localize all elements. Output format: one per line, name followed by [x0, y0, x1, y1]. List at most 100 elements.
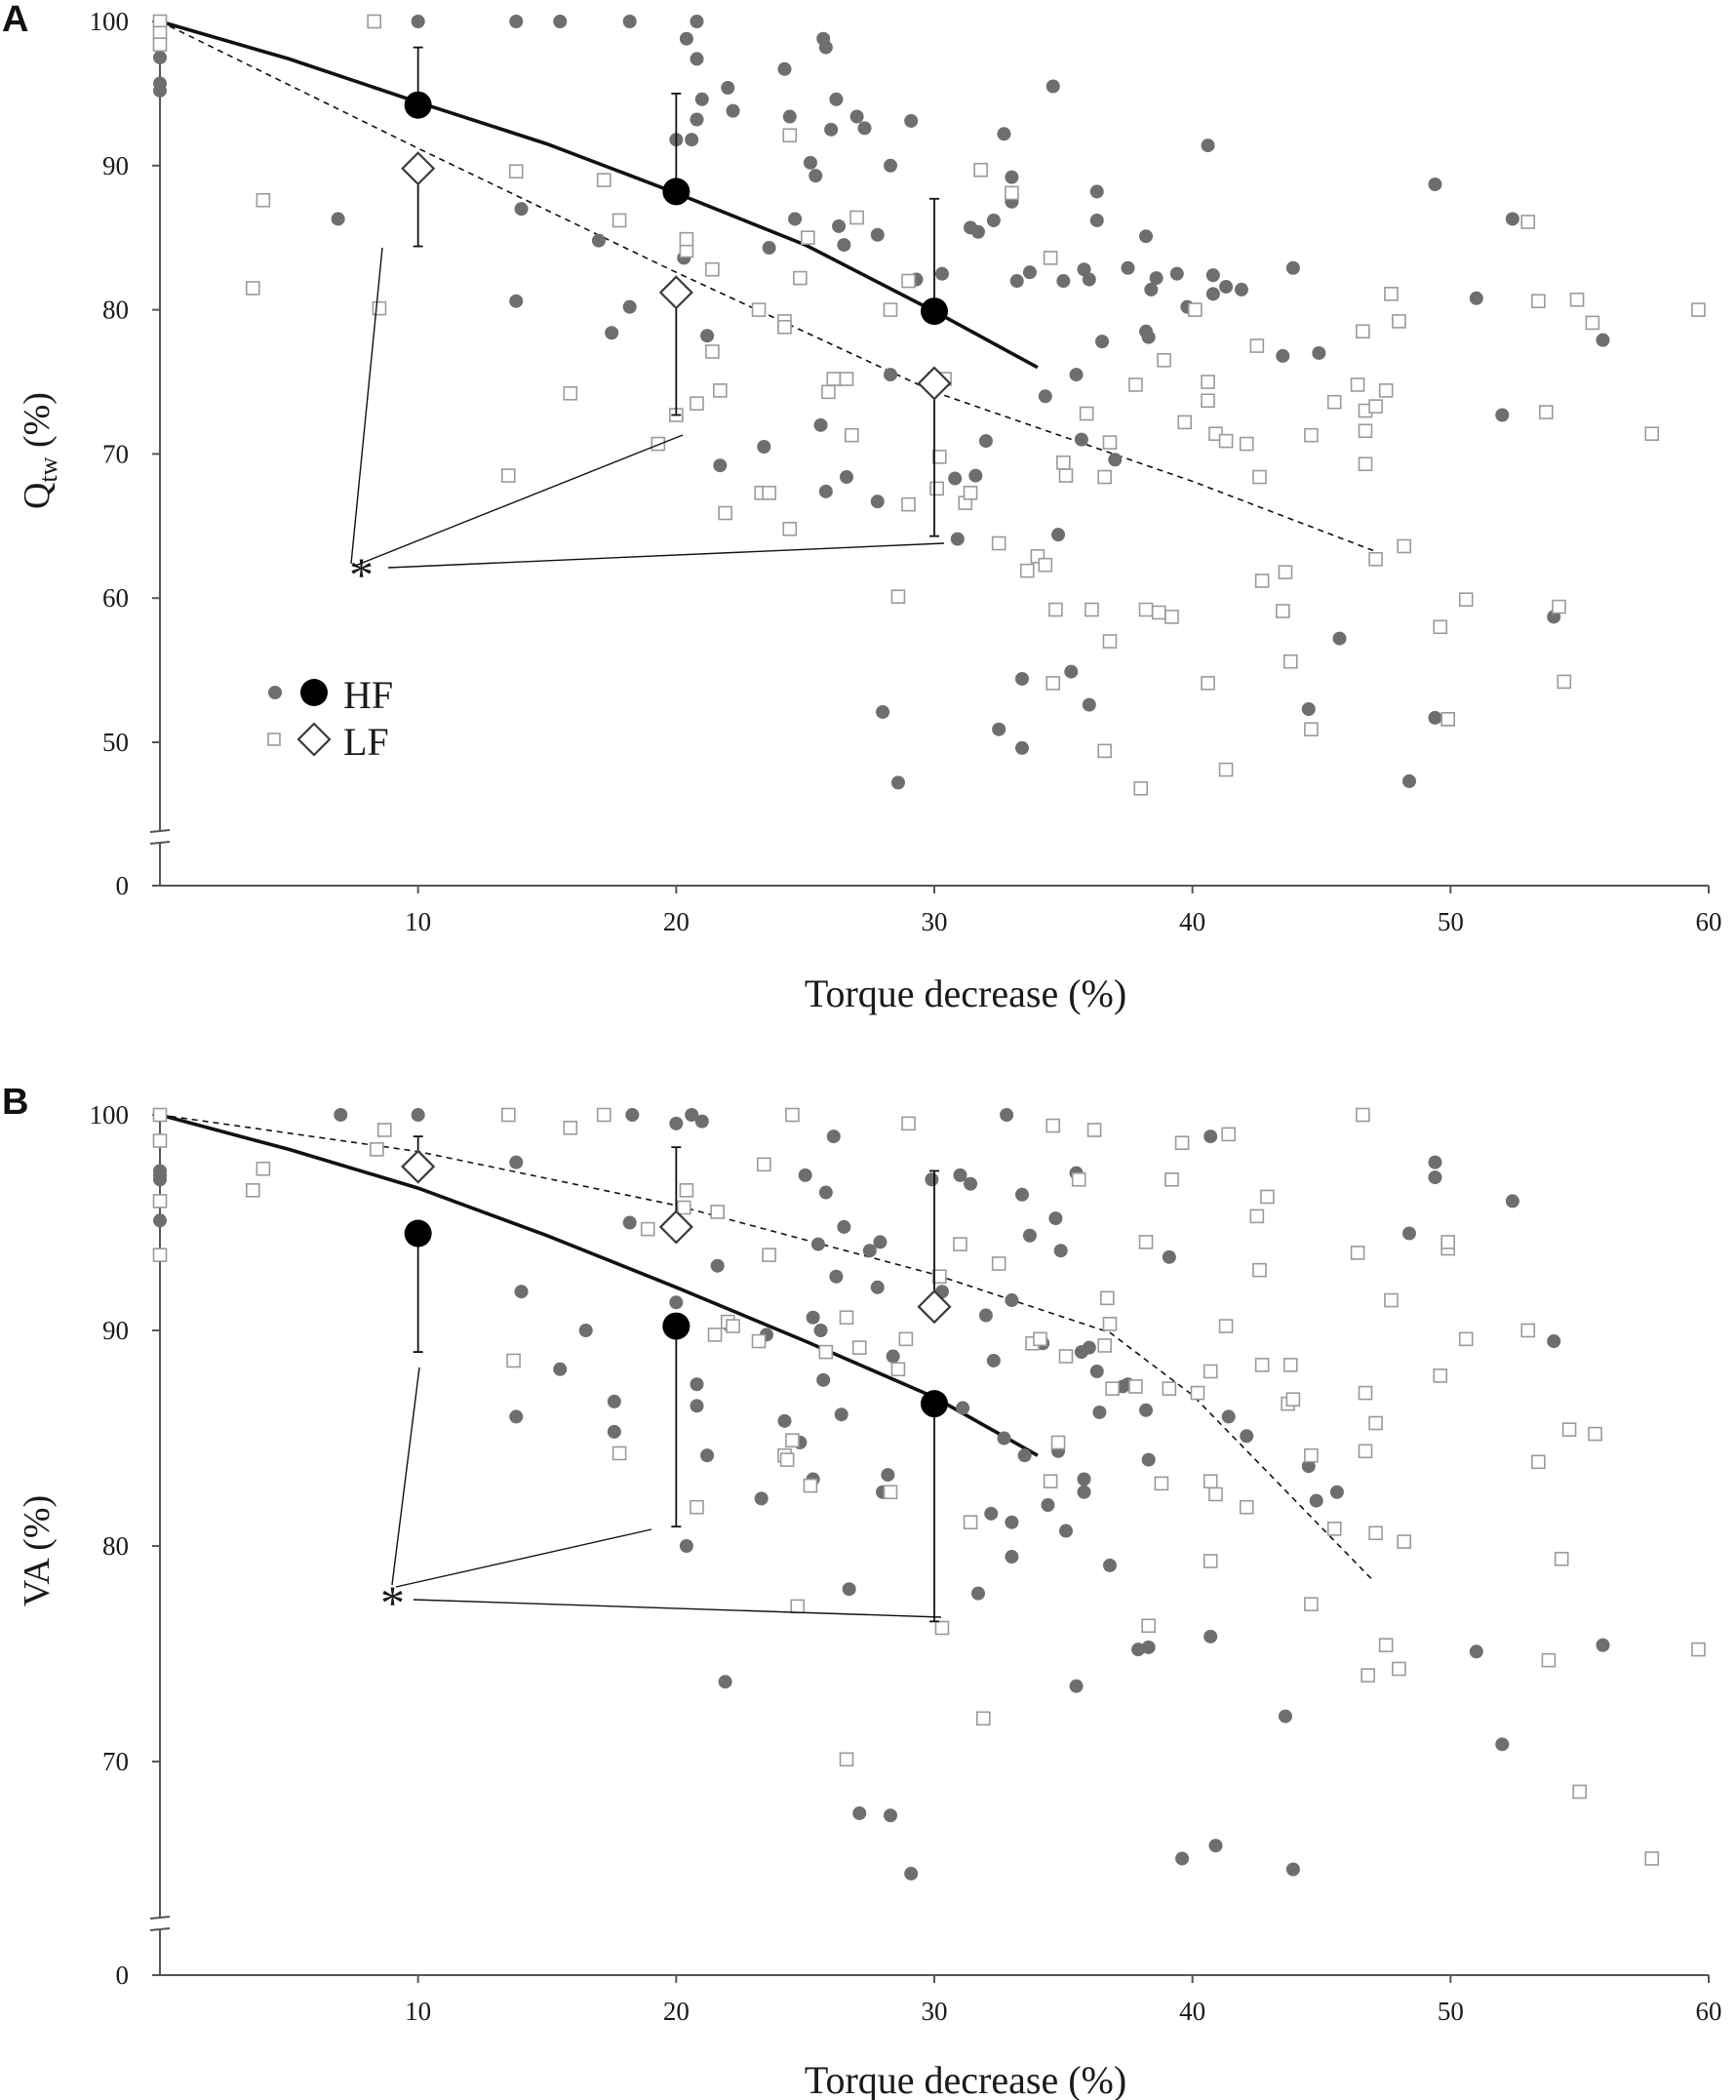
lf-data-point: [1019, 563, 1035, 578]
hf-data-point: [1082, 697, 1096, 712]
lf-data-point: [1203, 1474, 1218, 1488]
y-tick-label: 100: [90, 7, 130, 36]
x-axis-title: Torque decrease (%): [805, 971, 1126, 1015]
hf-data-point: [1048, 1211, 1063, 1226]
hf-data-point: [1141, 1452, 1156, 1467]
hf-data-point: [1240, 1429, 1254, 1444]
hf-data-point: [1089, 1364, 1104, 1378]
x-tick-label: 20: [663, 907, 690, 936]
lf-data-point: [839, 1310, 854, 1326]
lf-data-point: [1326, 1522, 1342, 1536]
hf-data-point: [890, 775, 905, 790]
lf-data-point: [934, 1620, 950, 1636]
hf-data-point: [777, 1413, 792, 1428]
hf-data-point: [710, 1258, 725, 1273]
hf-data-point: [968, 468, 983, 483]
lf-data-point: [931, 1269, 947, 1285]
lf-data-point: [367, 14, 381, 29]
lf-data-point: [256, 1161, 271, 1176]
hf-data-point: [700, 1448, 715, 1463]
hf-data-point: [690, 1377, 704, 1392]
hf-data-point: [842, 1582, 856, 1597]
legend-lf-label: LF: [343, 720, 389, 764]
lf-data-point: [152, 1133, 168, 1148]
lf-data-point: [1520, 215, 1536, 229]
lf-data-point: [563, 386, 578, 401]
lf-data-point: [1208, 1486, 1223, 1502]
hf-data-point: [1077, 1485, 1091, 1499]
x-tick-label: 40: [1179, 1997, 1205, 2026]
hf-data-point: [607, 1424, 621, 1439]
y-axis-break-mark: [149, 1927, 171, 1931]
lf-data-point: [1378, 1638, 1394, 1652]
hf-data-point: [1505, 1194, 1519, 1208]
hf-data-point: [1082, 1340, 1096, 1355]
lf-mean-marker: [658, 1209, 693, 1245]
lf-data-point: [1392, 1661, 1406, 1677]
lf-data-point: [1203, 1364, 1218, 1379]
hf-data-point: [514, 202, 529, 217]
lf-mean-marker: [917, 1289, 952, 1325]
hf-data-point: [1469, 291, 1483, 305]
lf-data-point: [1433, 1368, 1448, 1383]
hf-data-point: [788, 212, 803, 226]
legend-lf-mean-marker: [296, 722, 332, 757]
lf-data-point: [679, 231, 694, 247]
lf-data-point: [1691, 302, 1706, 317]
lf-data-point: [1260, 1189, 1275, 1205]
lf-data-point: [612, 1446, 627, 1461]
hf-data-point: [553, 1362, 568, 1376]
lf-data-point: [931, 450, 947, 464]
hf-data-point: [824, 122, 839, 137]
y-tick-label: 60: [102, 583, 129, 613]
lf-data-point: [676, 1200, 691, 1215]
hf-data-point: [1022, 1228, 1037, 1243]
hf-data-point: [509, 1155, 524, 1169]
hf-data-point: [1056, 274, 1071, 289]
hf-data-point: [1046, 79, 1060, 94]
hf-data-point: [806, 1310, 820, 1325]
lf-data-point: [596, 173, 612, 187]
y-axis-break-mark: [149, 841, 171, 845]
hf-data-point: [1329, 1485, 1344, 1499]
hf-data-point: [1285, 260, 1300, 275]
lf-data-point: [1097, 1338, 1112, 1353]
lf-trend-line: [159, 20, 1374, 552]
y-tick-label: 80: [102, 1531, 129, 1561]
legend-hf-point-marker: [268, 686, 282, 699]
hf-data-point: [690, 15, 704, 28]
significance-connector: [413, 1599, 942, 1618]
lf-data-point: [1458, 1331, 1474, 1347]
lf-data-point: [1397, 1534, 1411, 1549]
y-axis-title: VA (%): [17, 1495, 58, 1606]
lf-data-point: [1254, 574, 1270, 588]
lf-data-point: [1177, 415, 1193, 430]
hf-data-point: [970, 224, 985, 239]
hf-data-point: [679, 1539, 693, 1553]
hf-data-point: [1203, 1129, 1218, 1144]
lf-data-point: [1304, 427, 1319, 443]
lf-data-point: [1046, 676, 1061, 691]
lf-data-point: [1569, 292, 1585, 307]
hf-data-point: [1312, 345, 1326, 360]
hf-data-point: [978, 1308, 993, 1323]
hf-data-point: [1121, 260, 1135, 275]
hf-data-point: [984, 1506, 999, 1521]
lf-data-point: [1326, 394, 1342, 410]
hf-data-point: [1401, 1226, 1416, 1241]
lf-data-point: [757, 1157, 771, 1172]
lf-data-point: [1304, 1597, 1319, 1611]
hf-mean-marker: [921, 297, 948, 326]
lf-data-point: [1050, 1435, 1066, 1450]
hf-data-point: [411, 15, 425, 28]
hf-data-point: [986, 213, 1001, 227]
x-axis-title: Torque decrease (%): [805, 2058, 1126, 2100]
data-points: [152, 14, 1706, 796]
hf-data-point: [997, 1431, 1011, 1446]
hf-data-point: [1309, 1493, 1323, 1508]
hf-data-point: [777, 61, 792, 76]
hf-data-point: [1092, 1405, 1107, 1419]
lf-data-point: [1557, 674, 1572, 690]
lf-mean-marker: [917, 366, 952, 401]
lf-data-point: [751, 302, 767, 317]
